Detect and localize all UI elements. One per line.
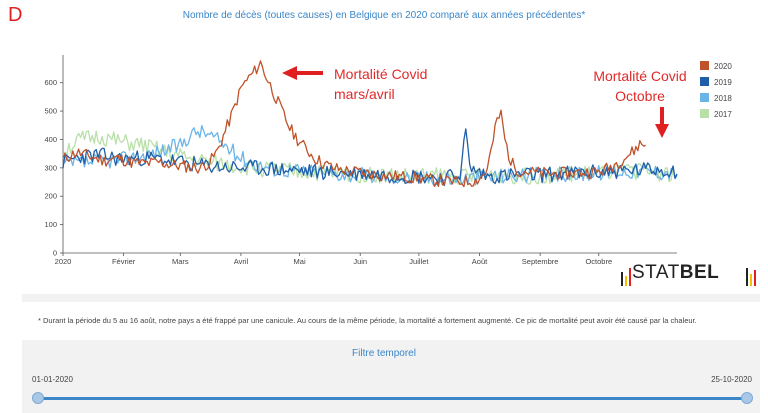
annotation-arrow-october-head [655, 124, 669, 138]
legend-label-2020: 2020 [714, 62, 732, 71]
annotation-covid-october-line1: Mortalité Covid [593, 68, 686, 84]
legend-swatch-2017 [700, 109, 709, 118]
annotation-arrow-spring-head [282, 66, 297, 80]
y-tick-label: 100 [44, 220, 57, 229]
time-range-slider-track[interactable] [38, 397, 747, 400]
y-tick-label: 600 [44, 78, 57, 87]
x-tick-label: Juin [353, 257, 367, 266]
y-tick-label: 200 [44, 192, 57, 201]
logo-text-stat: STAT [632, 262, 680, 283]
logo-bars-left-icon [621, 268, 631, 286]
x-tick-label: Août [472, 257, 488, 266]
x-tick-label: Février [112, 257, 136, 266]
y-tick-label: 400 [44, 135, 57, 144]
annotation-covid-october-line2: Octobre [615, 88, 665, 104]
x-tick-label: Avril [234, 257, 249, 266]
annotation-covid-spring-line2: mars/avril [334, 86, 395, 102]
x-tick-label: Octobre [585, 257, 612, 266]
x-tick-label: 2020 [55, 257, 72, 266]
logo-bars-right-icon [746, 268, 756, 286]
y-tick-label: 500 [44, 107, 57, 116]
logo-text-bel: BEL [679, 262, 720, 283]
range-end-label: 25-10-2020 [711, 375, 752, 384]
legend-label-2017: 2017 [714, 110, 732, 119]
y-tick-label: 0 [53, 249, 57, 258]
legend-swatch-2018 [700, 93, 709, 102]
time-filter-panel [22, 340, 760, 413]
section-divider [22, 294, 760, 302]
x-tick-label: Septembre [522, 257, 559, 266]
annotation-covid-spring-line1: Mortalité Covid [334, 66, 427, 82]
y-tick-label: 300 [44, 163, 57, 172]
series-line-2019 [62, 128, 678, 187]
legend-swatch-2020 [700, 61, 709, 70]
chart-title: Nombre de décès (toutes causes) en Belgi… [182, 10, 586, 21]
series-line-2020 [62, 60, 646, 188]
x-tick-label: Mars [172, 257, 189, 266]
x-tick-label: Mai [294, 257, 306, 266]
range-start-label: 01-01-2020 [32, 375, 73, 384]
x-tick-label: Juillet [409, 257, 429, 266]
panel-letter: D [8, 4, 23, 26]
statbel-logo: STATBEL [632, 262, 719, 284]
legend-label-2019: 2019 [714, 78, 732, 87]
slider-handle-end[interactable] [741, 392, 753, 404]
slider-handle-start[interactable] [32, 392, 44, 404]
footnote: * Durant la période du 5 au 16 août, not… [38, 316, 697, 325]
time-filter-title: Filtre temporel [352, 348, 416, 359]
line-chart: 0 100 200 300 400 500 600 2020 Février Mars Avril M… [44, 55, 732, 266]
legend-swatch-2019 [700, 77, 709, 86]
legend-label-2018: 2018 [714, 94, 732, 103]
